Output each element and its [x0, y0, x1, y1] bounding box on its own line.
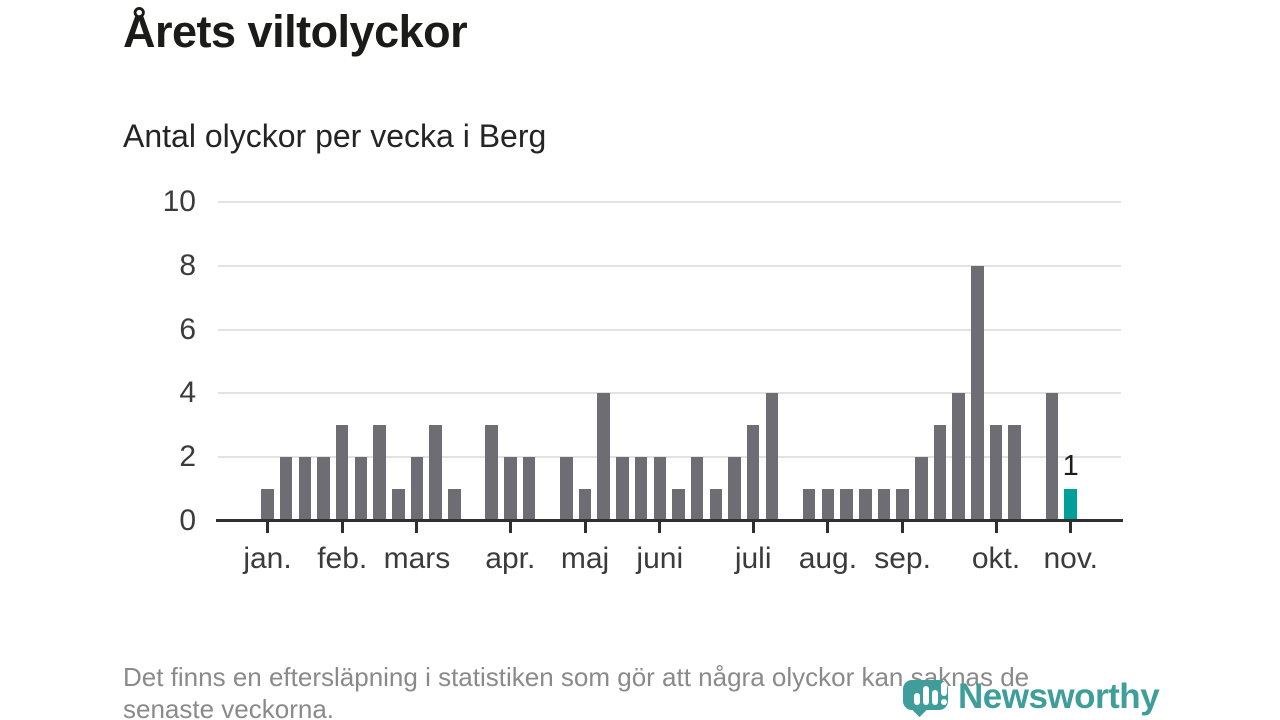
x-axis-month-label: jan.	[243, 542, 292, 575]
newsworthy-logo: Newsworthy	[899, 666, 1160, 720]
x-axis-month-label: okt.	[971, 542, 1021, 575]
y-axis-tick-label: 10	[162, 185, 196, 218]
x-axis-tick	[583, 522, 587, 533]
chart-bar	[616, 457, 629, 521]
x-axis-tick	[415, 522, 419, 533]
chart-bar	[485, 425, 498, 521]
chart-bar	[560, 457, 573, 521]
chart-bar	[690, 457, 704, 521]
chart-bar	[728, 457, 741, 521]
highlight-value-label: 1	[1062, 450, 1079, 483]
chart-bar	[261, 489, 274, 521]
y-axis-tick-label: 0	[179, 504, 196, 537]
footer-note: Det finns en eftersläpning i statistiken…	[123, 661, 1029, 720]
chart-bar	[653, 457, 667, 521]
x-axis-month-label: nov.	[1043, 542, 1098, 575]
gridline	[218, 392, 1121, 395]
logo-bar-icon	[914, 693, 920, 705]
x-axis-month-label: maj	[560, 542, 610, 575]
chart-bar	[448, 489, 461, 521]
chart-bar	[821, 489, 835, 521]
logo-exclamation-dot-icon	[941, 699, 947, 705]
footer-note-line: Det finns en eftersläpning i statistiken…	[123, 662, 1030, 692]
chart-bar	[952, 393, 965, 521]
x-axis-month-label: juni	[636, 542, 684, 575]
chart-bar	[335, 425, 349, 521]
x-axis-tick	[658, 522, 662, 533]
chart-bar	[746, 425, 760, 521]
chart-bar	[709, 489, 723, 521]
chart-bar	[859, 489, 872, 521]
x-axis-month-label: mars	[383, 542, 451, 575]
logo-wordmark: Newsworthy	[958, 677, 1160, 716]
y-axis-tick-label: 8	[179, 248, 196, 282]
chart-bar	[971, 265, 984, 521]
chart-bar	[578, 489, 592, 521]
x-axis-month-label: sep.	[874, 542, 931, 575]
chart-subtitle: Antal olyckor per vecka i Berg	[123, 118, 547, 154]
chart-bar	[672, 489, 685, 521]
chart-bar	[989, 425, 1003, 521]
y-axis-tick-label: 4	[179, 376, 196, 410]
x-axis-tick	[340, 522, 344, 533]
chart-bar	[522, 457, 536, 521]
chart-bar	[429, 425, 442, 521]
x-axis-month-label: feb.	[317, 542, 368, 575]
footer-note-line: senaste veckorna.	[123, 694, 335, 720]
chart-bar	[896, 489, 909, 521]
y-axis-tick-label: 6	[179, 312, 196, 346]
gridline	[218, 201, 1121, 203]
chart-bar	[877, 489, 891, 521]
x-axis-tick	[1069, 522, 1073, 533]
x-axis-month-label: juli	[734, 542, 772, 575]
logo-bar-icon	[932, 690, 938, 705]
chart-bar	[634, 457, 648, 521]
chart-bar	[298, 457, 312, 521]
x-axis-month-label: apr.	[485, 542, 536, 575]
page-title: Årets viltolyckor	[123, 6, 468, 57]
chart-bar	[354, 457, 368, 521]
x-axis-tick	[901, 522, 905, 533]
logo-bar-icon	[923, 686, 929, 705]
chart-bar	[802, 489, 816, 521]
x-axis-tick	[994, 522, 998, 533]
y-axis-tick-label: 2	[179, 440, 196, 474]
chart-bar	[1045, 393, 1059, 521]
chart-bar	[317, 457, 330, 521]
chart-bar	[840, 489, 853, 521]
x-axis-month-label: aug.	[798, 542, 858, 575]
chart-bar	[504, 457, 517, 521]
chart-bar	[279, 457, 293, 521]
chart-bar	[373, 425, 386, 521]
chart-bar	[915, 457, 928, 521]
gridline	[218, 456, 1121, 459]
x-axis-tick	[751, 522, 755, 533]
chart-bar	[597, 393, 610, 521]
chart-bar	[392, 489, 405, 521]
chart-bar	[1008, 425, 1021, 521]
gridline	[218, 264, 1121, 267]
gridline	[218, 328, 1121, 331]
chart-bar-highlighted	[1064, 489, 1077, 521]
x-axis-tick	[508, 522, 512, 533]
x-axis-tick	[266, 522, 269, 533]
chart-bar	[410, 457, 424, 521]
x-axis-tick	[826, 522, 830, 533]
chart-bar	[765, 393, 779, 521]
logo-exclamation-icon	[941, 682, 947, 696]
x-axis-line	[216, 519, 1123, 522]
chart-bar	[933, 425, 947, 521]
